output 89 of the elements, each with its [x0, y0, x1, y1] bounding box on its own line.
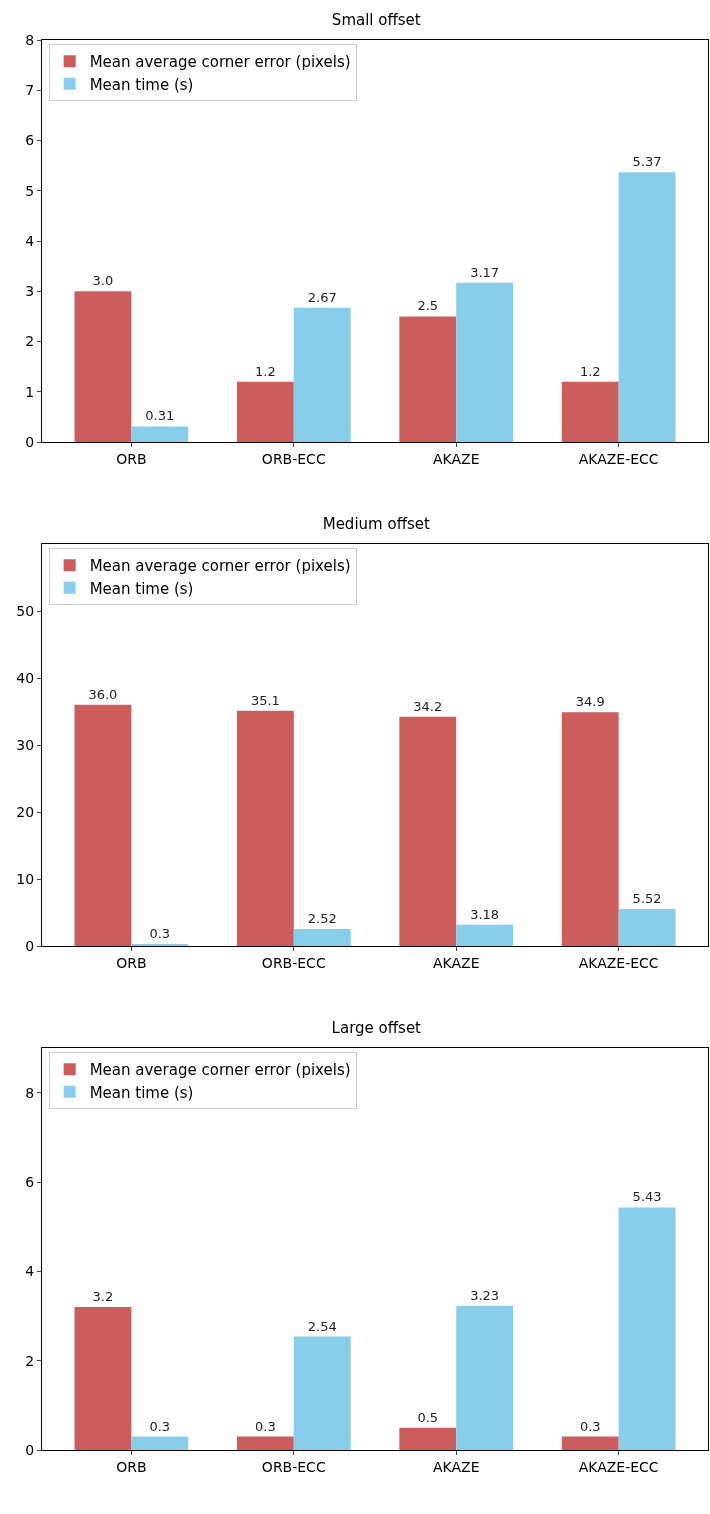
y-tick-label: 1: [25, 383, 35, 400]
data-label: 0.3: [579, 1418, 601, 1434]
bar: [74, 704, 132, 946]
x-tick-label: ORB: [116, 450, 147, 467]
data-label: 0.3: [149, 1418, 171, 1434]
bar: [131, 426, 189, 442]
legend-label: Mean average corner error (pixels): [89, 557, 351, 576]
data-label: 0.3: [255, 1418, 276, 1434]
y-tick-label: 7: [25, 82, 35, 99]
data-label: 36.0: [88, 686, 118, 702]
data-label: 3.23: [470, 1287, 500, 1303]
bar: [293, 929, 351, 946]
bar: [561, 1436, 619, 1450]
data-label: 1.2: [579, 363, 601, 379]
x-tick-label: ORB: [116, 954, 147, 971]
y-tick-label: 2: [25, 1352, 35, 1369]
bar: [618, 909, 676, 946]
x-tick-label: ORB: [116, 1458, 147, 1475]
y-tick-label: 8: [25, 31, 35, 48]
bar: [399, 316, 457, 442]
y-tick-label: 3: [25, 283, 35, 300]
x-tick-label: AKAZE-ECC: [578, 450, 659, 467]
x-tick-label: AKAZE: [432, 954, 480, 971]
y-tick-label: 0: [25, 433, 35, 450]
y-tick-label: 40: [16, 669, 35, 686]
bar: [561, 381, 619, 442]
legend-label: Mean time (s): [89, 579, 194, 598]
y-tick-label: 50: [16, 602, 35, 619]
data-label: 5.43: [632, 1189, 662, 1205]
data-label: 5.37: [632, 154, 662, 170]
data-label: 3.18: [470, 906, 500, 922]
data-label: 3.2: [92, 1289, 114, 1305]
y-tick-label: 5: [25, 182, 35, 199]
chart-title: Large offset: [331, 1019, 422, 1038]
data-label: 2.54: [307, 1318, 337, 1334]
legend-label: Mean average corner error (pixels): [89, 1061, 351, 1080]
y-tick-label: 2: [25, 333, 35, 350]
chart-title: Medium offset: [322, 515, 431, 534]
data-label: 1.2: [255, 363, 276, 379]
x-tick-label: ORB-ECC: [261, 954, 326, 971]
y-tick-label: 0: [25, 937, 35, 954]
bar: [74, 1307, 132, 1450]
data-label: 35.1: [250, 692, 280, 708]
y-tick-label: 4: [25, 232, 35, 249]
bar: [618, 172, 676, 442]
bar: [131, 1436, 189, 1450]
legend-label: Mean average corner error (pixels): [89, 53, 351, 72]
bar: [561, 712, 619, 946]
x-tick-label: ORB-ECC: [261, 450, 326, 467]
data-label: 2.52: [307, 911, 337, 927]
bar: [236, 1436, 294, 1450]
y-tick-label: 6: [25, 132, 35, 149]
y-tick-label: 20: [16, 803, 35, 820]
data-label: 2.5: [417, 298, 439, 314]
y-tick-label: 10: [16, 870, 35, 887]
bar: [293, 307, 351, 442]
data-label: 34.2: [413, 698, 443, 714]
x-tick-label: AKAZE: [432, 1458, 480, 1475]
bar: [399, 1427, 457, 1450]
data-label: 0.3: [149, 925, 171, 941]
chart-title: Small offset: [331, 11, 421, 30]
y-tick-label: 0: [25, 1441, 35, 1458]
data-label: 2.67: [307, 289, 337, 305]
bar: [236, 710, 294, 946]
bar: [456, 282, 514, 442]
y-tick-label: 6: [25, 1173, 35, 1190]
x-tick-label: AKAZE-ECC: [578, 1458, 659, 1475]
legend-label: Mean time (s): [89, 1083, 194, 1102]
bar: [236, 381, 294, 442]
bar: [456, 924, 514, 946]
data-label: 5.52: [632, 891, 662, 907]
bar: [293, 1336, 351, 1450]
bar: [456, 1305, 514, 1450]
data-label: 34.9: [575, 694, 605, 710]
bar: [131, 943, 189, 946]
bar: [399, 716, 457, 946]
x-tick-label: ORB-ECC: [261, 1458, 326, 1475]
y-tick-label: 4: [25, 1263, 35, 1280]
data-label: 0.5: [417, 1409, 439, 1425]
y-tick-label: 8: [25, 1084, 35, 1101]
y-tick-label: 30: [16, 736, 35, 753]
legend-label: Mean time (s): [89, 75, 194, 94]
bar: [618, 1207, 676, 1450]
x-tick-label: AKAZE-ECC: [578, 954, 659, 971]
data-label: 3.17: [470, 264, 500, 280]
data-label: 3.0: [92, 273, 114, 289]
data-label: 0.31: [145, 408, 175, 424]
bar: [74, 291, 132, 442]
x-tick-label: AKAZE: [432, 450, 480, 467]
